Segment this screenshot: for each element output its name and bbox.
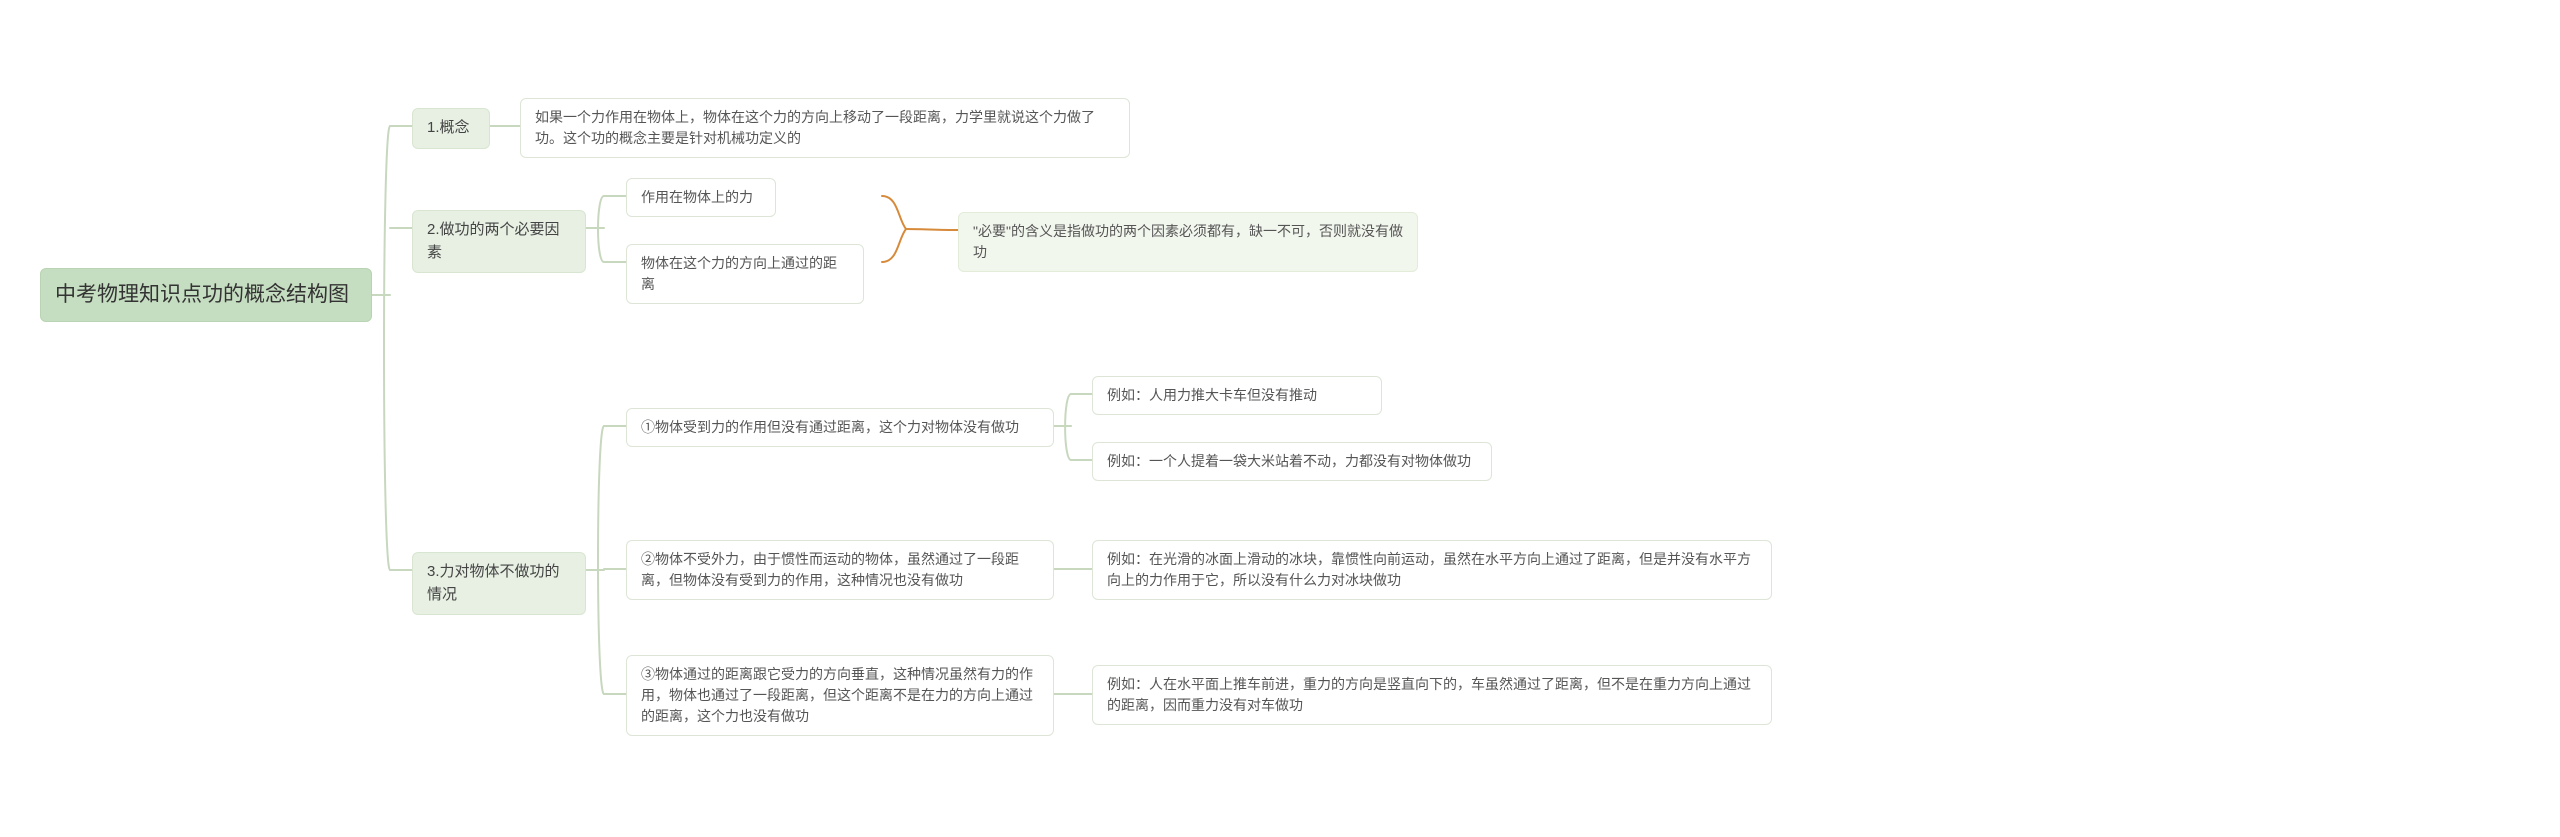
node-b3c1: 例如：人在水平面上推车前进，重力的方向是竖直向下的，车虽然通过了距离，但不是在重… — [1092, 665, 1772, 725]
node-root: 中考物理知识点功的概念结构图 — [40, 268, 372, 322]
node-b2: 2.做功的两个必要因素 — [412, 210, 586, 273]
node-b2a: 作用在物体上的力 — [626, 178, 776, 217]
node-b1: 1.概念 — [412, 108, 490, 149]
node-b3: 3.力对物体不做功的情况 — [412, 552, 586, 615]
node-b2note: "必要"的含义是指做功的两个因素必须都有，缺一不可，否则就没有做功 — [958, 212, 1418, 272]
node-b1d: 如果一个力作用在物体上，物体在这个力的方向上移动了一段距离，力学里就说这个力做了… — [520, 98, 1130, 158]
node-b3b1: 例如：在光滑的冰面上滑动的冰块，靠惯性向前运动，虽然在水平方向上通过了距离，但是… — [1092, 540, 1772, 600]
node-b3a1: 例如：人用力推大卡车但没有推动 — [1092, 376, 1382, 415]
node-b3a2: 例如：一个人提着一袋大米站着不动，力都没有对物体做功 — [1092, 442, 1492, 481]
node-b3c: ③物体通过的距离跟它受力的方向垂直，这种情况虽然有力的作用，物体也通过了一段距离… — [626, 655, 1054, 736]
node-b3a: ①物体受到力的作用但没有通过距离，这个力对物体没有做功 — [626, 408, 1054, 447]
node-b2b: 物体在这个力的方向上通过的距离 — [626, 244, 864, 304]
node-b3b: ②物体不受外力，由于惯性而运动的物体，虽然通过了一段距离，但物体没有受到力的作用… — [626, 540, 1054, 600]
